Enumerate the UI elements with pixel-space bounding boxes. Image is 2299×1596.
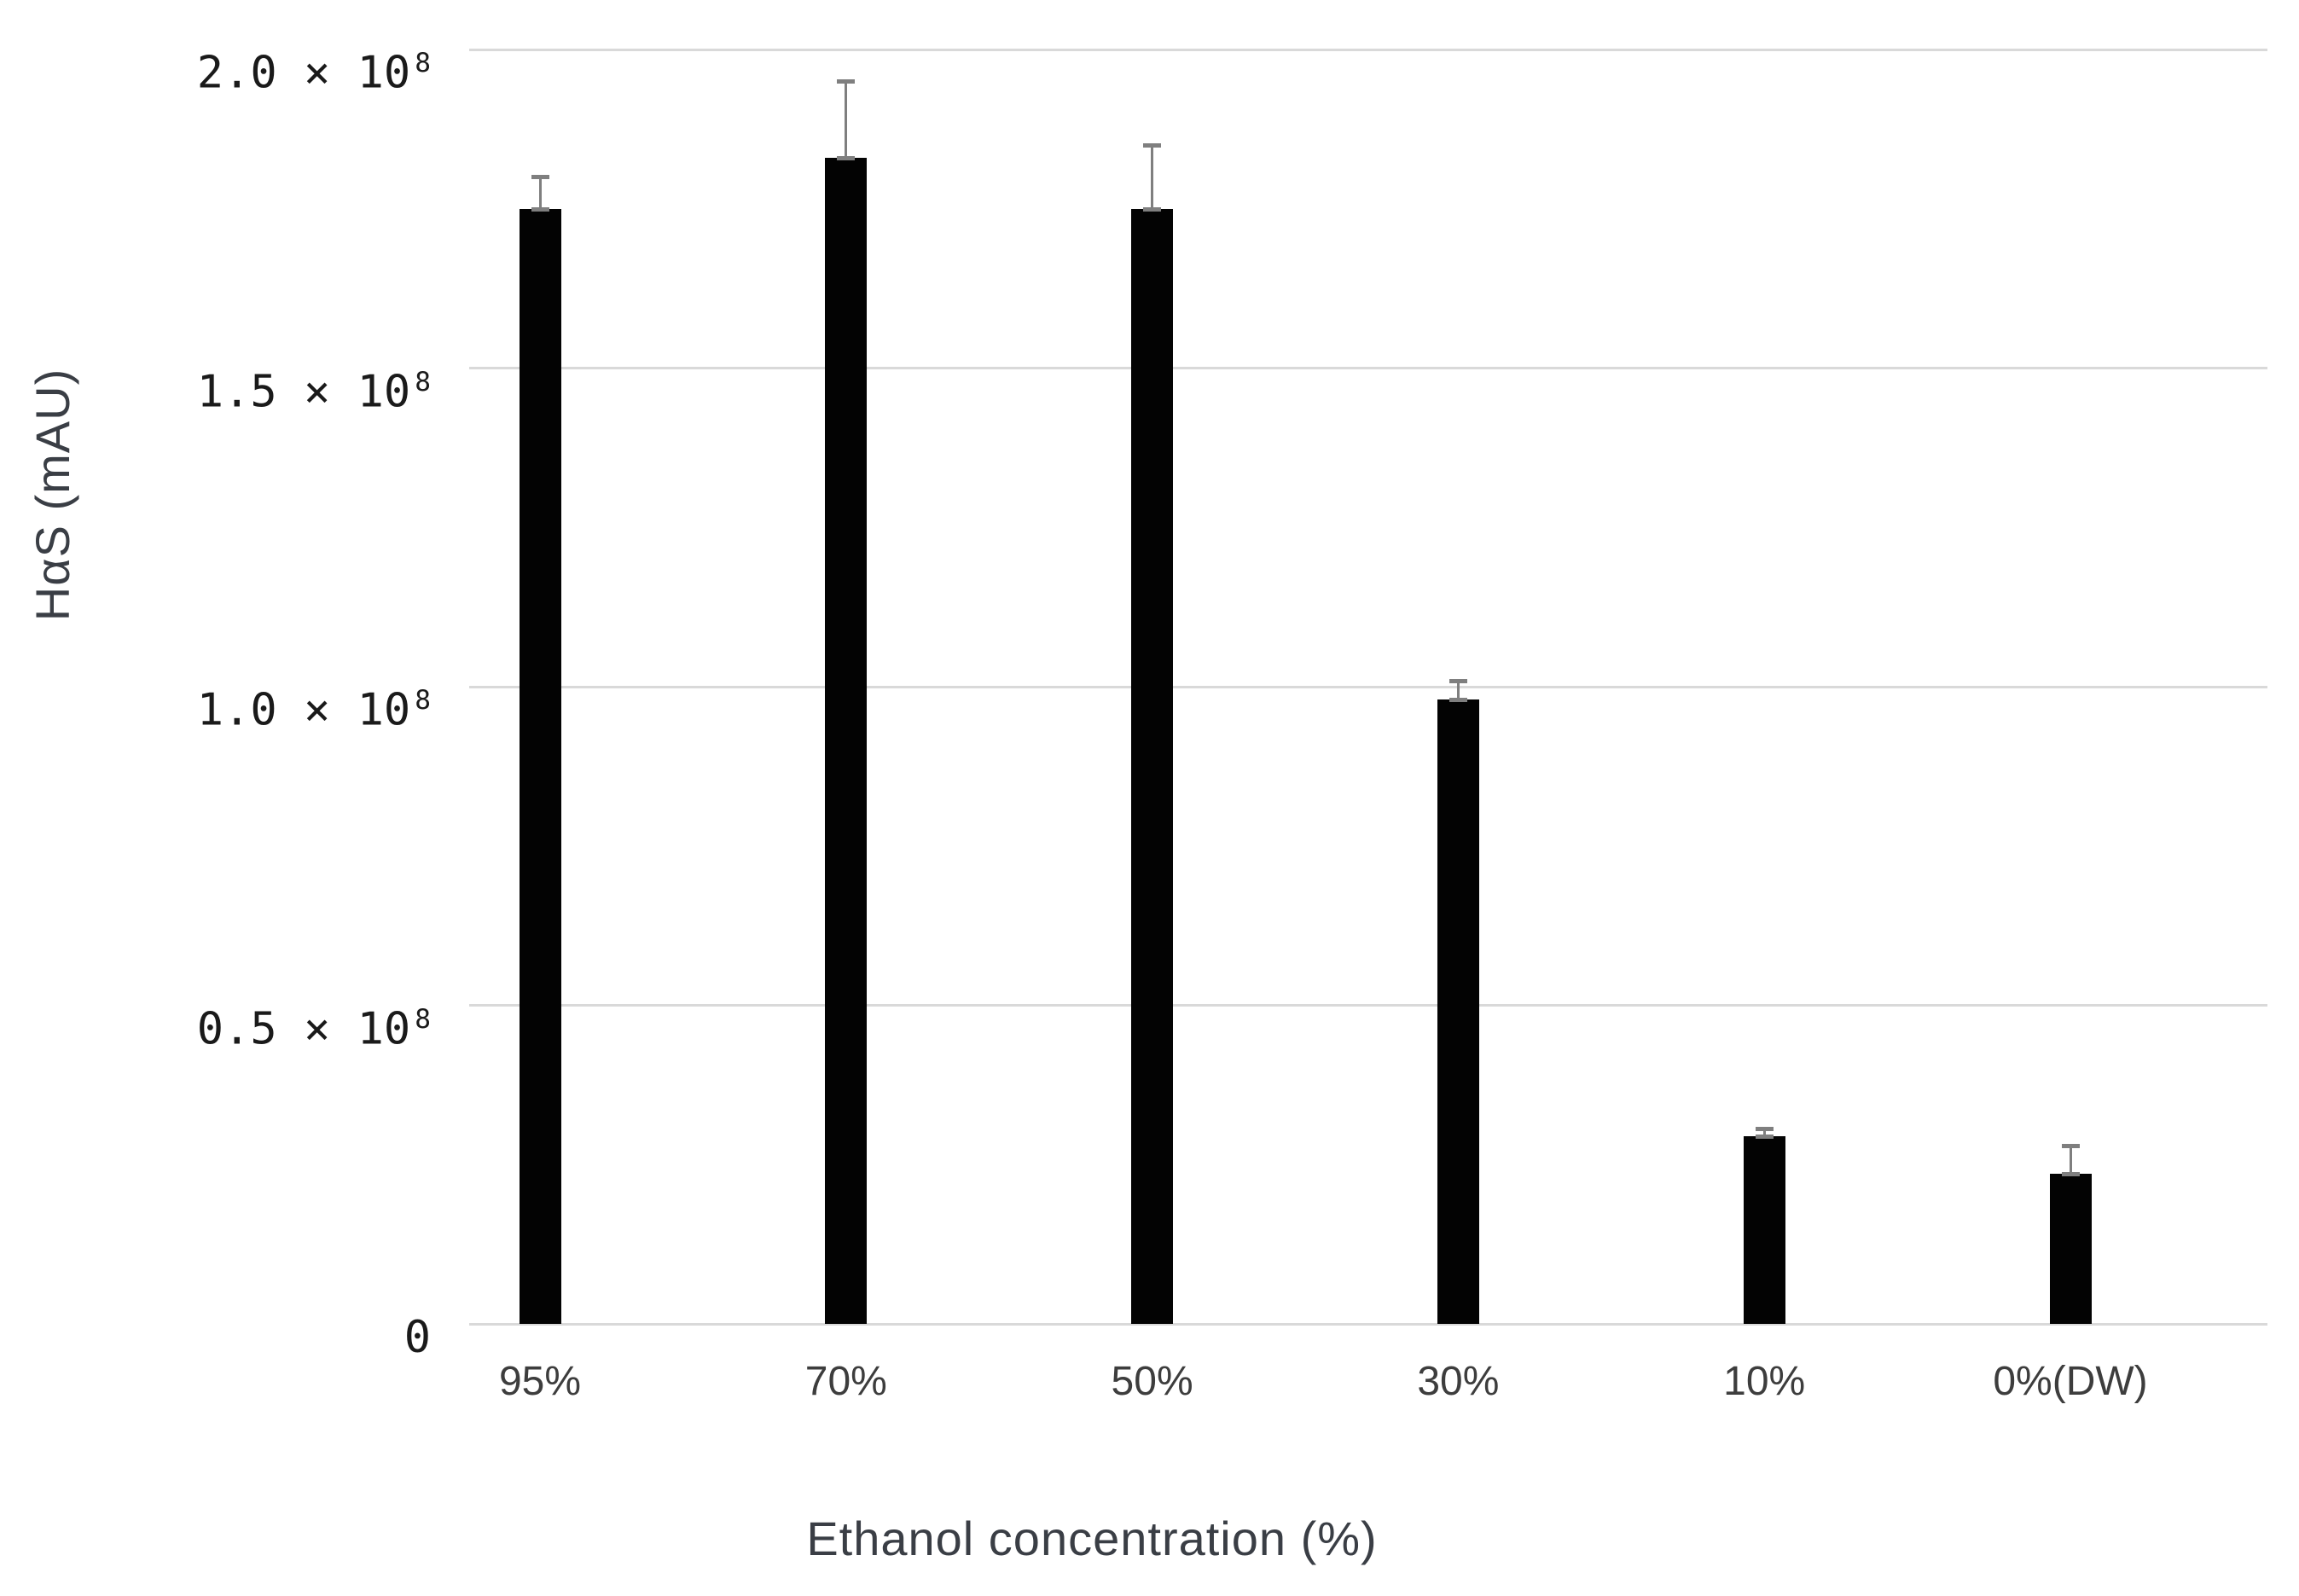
x-tick-label: 0%(DW): [1993, 1359, 2148, 1404]
error-bar-stem: [1456, 680, 1460, 699]
error-bar-cap-bottom: [1448, 697, 1467, 702]
y-tick-exponent: 8: [415, 48, 431, 78]
bar: [1131, 208, 1174, 1324]
x-tick-label: 70%: [804, 1359, 887, 1404]
gridline: [469, 367, 2267, 369]
x-tick-label: 10%: [1723, 1359, 1806, 1404]
error-bar-stem: [2069, 1145, 2072, 1175]
y-tick-label: 2.0 × 10 8: [196, 47, 431, 99]
x-tick-label: 95%: [498, 1359, 582, 1404]
gridline: [469, 48, 2267, 51]
error-bar-cap-top: [1448, 678, 1467, 683]
bar: [825, 157, 868, 1324]
x-tick-label: 30%: [1417, 1359, 1500, 1404]
error-bar-cap-top: [1755, 1126, 1774, 1131]
x-axis-line: [469, 1322, 2267, 1326]
bar: [519, 208, 561, 1324]
error-bar-cap-top: [837, 79, 856, 84]
x-axis-title: Ethanol concentration (%): [806, 1512, 1378, 1565]
bar: [1743, 1135, 1785, 1324]
x-tick-label: 50%: [1111, 1359, 1193, 1404]
gridline: [469, 1004, 2267, 1007]
error-bar-cap-top: [531, 175, 549, 180]
error-bar-cap-top: [1143, 143, 1162, 148]
error-bar-stem: [1762, 1128, 1766, 1136]
y-tick-exponent: 8: [415, 1003, 431, 1035]
error-bar-cap-bottom: [1755, 1134, 1774, 1139]
y-tick-label: 1.5 × 10 8: [196, 365, 431, 417]
y-tick-label: 0: [403, 1312, 431, 1363]
bar: [1437, 699, 1479, 1324]
y-axis-title: HαS (mAU): [26, 368, 79, 622]
error-bar-cap-bottom: [837, 155, 856, 160]
y-tick-label: 1.0 × 10 8: [196, 684, 431, 736]
y-tick-exponent: 8: [415, 685, 431, 716]
error-bar-stem: [1151, 145, 1154, 209]
error-bar-cap-bottom: [531, 206, 549, 212]
y-tick-label: 0.5 × 10 8: [196, 1002, 431, 1054]
y-tick-exponent: 8: [415, 366, 431, 398]
error-bar-cap-top: [2061, 1143, 2080, 1148]
error-bar-stem: [538, 177, 542, 209]
error-bar-stem: [845, 81, 848, 158]
bar: [2049, 1174, 2092, 1324]
error-bar-cap-bottom: [1143, 206, 1162, 212]
error-bar-cap-bottom: [2061, 1172, 2080, 1177]
gridline: [469, 685, 2267, 688]
